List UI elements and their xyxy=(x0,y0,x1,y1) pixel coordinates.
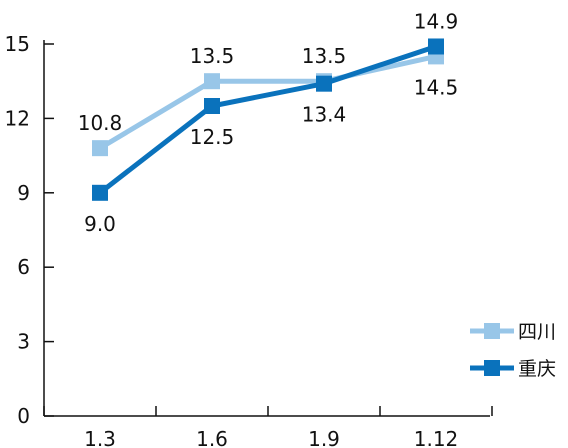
y-tick-label: 15 xyxy=(5,32,30,56)
series-1-point xyxy=(204,73,220,90)
data-label: 10.8 xyxy=(78,111,123,135)
y-tick-label: 9 xyxy=(17,181,30,205)
x-tick-label: 1.9 xyxy=(308,427,340,448)
x-tick-label: 1.3 xyxy=(84,427,116,448)
y-tick-label: 0 xyxy=(17,404,30,428)
series-2-point xyxy=(316,75,332,92)
y-tick-label: 3 xyxy=(17,330,30,354)
data-label: 13.5 xyxy=(302,44,347,68)
legend-swatch-marker xyxy=(484,323,500,339)
legend-label: 四川 xyxy=(518,321,556,343)
series-1-point xyxy=(92,140,108,157)
data-label: 13.5 xyxy=(190,44,235,68)
x-tick-label: 1.12 xyxy=(414,427,459,448)
x-tick-label: 1.6 xyxy=(196,427,228,448)
data-label: 12.5 xyxy=(190,125,235,149)
axes: 0 3 6 9 12 15 1.3 1.6 1.9 1.12 xyxy=(5,32,493,448)
data-label: 13.4 xyxy=(302,103,347,127)
series-2-point xyxy=(204,98,220,114)
y-tick-label: 12 xyxy=(5,106,30,130)
y-tick-label: 6 xyxy=(17,255,30,279)
series-line-1 xyxy=(98,53,437,151)
data-label: 14.9 xyxy=(414,9,459,33)
series-line-2 xyxy=(98,44,437,195)
series-2-point xyxy=(92,184,108,201)
legend-label: 重庆 xyxy=(518,358,556,380)
data-label: 14.5 xyxy=(414,75,459,99)
data-label: 9.0 xyxy=(84,212,116,236)
legend-swatch-marker xyxy=(484,360,500,376)
series-2-point xyxy=(428,38,444,55)
series-layer xyxy=(92,38,444,201)
data-labels: 10.8 13.5 13.5 14.5 9.0 12.5 13.4 14.9 xyxy=(78,9,459,235)
